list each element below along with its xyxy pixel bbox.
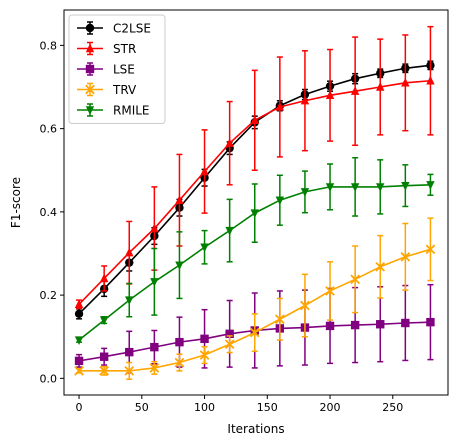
data-point-trv xyxy=(99,366,109,376)
data-point-lse xyxy=(426,317,435,327)
data-point-rmile xyxy=(250,209,259,219)
data-point-lse xyxy=(175,337,184,347)
legend-marker xyxy=(85,64,95,74)
data-point-rmile xyxy=(401,181,410,191)
legend-entry-c2lse: C2LSE xyxy=(77,21,151,36)
data-point-rmile xyxy=(350,183,360,192)
data-point-str xyxy=(200,166,209,176)
legend-entry-rmile: RMILE xyxy=(77,103,150,118)
x-tick-label: 200 xyxy=(320,401,341,414)
series-trv xyxy=(74,217,436,380)
data-point-str xyxy=(275,101,285,111)
data-point-rmile xyxy=(74,336,84,346)
data-point-trv xyxy=(174,357,185,368)
data-point-str xyxy=(150,223,159,233)
legend-entry-lse: LSE xyxy=(77,62,135,77)
legend-label: RMILE xyxy=(113,104,150,118)
legend-marker xyxy=(85,84,95,95)
data-point-str xyxy=(401,77,410,87)
series-str xyxy=(74,25,435,310)
y-tick-label: 0.8 xyxy=(40,39,58,52)
y-axis-label: F1-score xyxy=(9,177,23,228)
data-point-str xyxy=(300,95,310,105)
data-point-lse xyxy=(401,318,410,328)
legend-entry-str: STR xyxy=(77,41,136,56)
legend-marker xyxy=(85,43,95,53)
data-point-trv xyxy=(275,314,285,325)
legend-entry-trv: TRV xyxy=(77,82,137,97)
data-point-c2lse xyxy=(74,309,84,319)
data-point-lse xyxy=(376,320,385,329)
data-point-rmile xyxy=(325,183,335,192)
data-point-lse xyxy=(74,356,84,366)
x-axis-label: Iterations xyxy=(227,422,284,436)
data-point-trv xyxy=(400,251,411,262)
data-point-trv xyxy=(224,339,235,350)
data-point-lse xyxy=(325,321,335,331)
x-tick-label: 0 xyxy=(76,401,83,414)
data-point-rmile xyxy=(125,296,134,306)
data-point-rmile xyxy=(376,183,385,192)
data-point-rmile xyxy=(175,261,184,271)
data-point-str xyxy=(175,195,184,204)
data-point-str xyxy=(426,75,435,85)
y-tick-label: 0.4 xyxy=(40,206,58,219)
data-point-lse xyxy=(350,320,360,330)
y-tick-label: 0.6 xyxy=(40,123,58,136)
axis-ticks: 0 50 100 150 200 250 0.0 0.2 0.4 0.6 0.8 xyxy=(40,39,404,414)
data-point-trv xyxy=(249,327,260,338)
data-point-trv xyxy=(199,350,210,360)
data-point-trv xyxy=(425,244,436,255)
data-point-str xyxy=(225,138,234,147)
data-point-trv xyxy=(375,261,386,272)
data-point-rmile xyxy=(150,278,159,287)
legend: C2LSE STR LSE TRV RMILE xyxy=(68,14,166,124)
data-point-lse xyxy=(150,342,159,352)
data-point-lse xyxy=(125,347,134,357)
data-point-rmile xyxy=(225,226,234,236)
legend-marker xyxy=(85,23,95,33)
data-point-trv xyxy=(149,363,160,373)
data-point-str xyxy=(376,82,385,91)
data-point-lse xyxy=(225,329,234,339)
plot-area xyxy=(74,25,436,380)
data-point-str xyxy=(350,86,360,95)
data-point-str xyxy=(99,273,109,283)
data-point-str xyxy=(125,247,134,257)
plot-frame xyxy=(63,9,449,396)
data-point-trv xyxy=(325,286,335,296)
data-point-lse xyxy=(99,352,109,361)
data-point-rmile xyxy=(200,243,209,253)
x-tick-label: 250 xyxy=(382,401,403,414)
legend-label: LSE xyxy=(113,63,135,77)
legend-marker xyxy=(85,106,95,115)
x-tick-label: 50 xyxy=(135,401,149,414)
data-point-trv xyxy=(124,366,135,376)
legend-label: C2LSE xyxy=(113,22,151,36)
legend-label: TRV xyxy=(112,83,137,97)
data-point-rmile xyxy=(300,188,310,197)
data-point-str xyxy=(250,115,259,124)
series-rmile xyxy=(74,157,435,346)
data-point-str xyxy=(74,299,84,308)
data-point-str xyxy=(325,90,335,100)
data-point-rmile xyxy=(275,196,285,206)
x-tick-label: 100 xyxy=(194,401,215,414)
data-point-rmile xyxy=(99,316,109,326)
data-point-trv xyxy=(74,366,84,376)
y-tick-label: 0.2 xyxy=(40,289,58,302)
data-point-rmile xyxy=(426,181,435,190)
data-point-trv xyxy=(300,300,310,311)
x-tick-label: 150 xyxy=(257,401,278,414)
data-point-lse xyxy=(200,334,209,344)
y-tick-label: 0.0 xyxy=(40,372,58,385)
data-point-trv xyxy=(350,274,360,285)
legend-label: STR xyxy=(113,42,136,56)
